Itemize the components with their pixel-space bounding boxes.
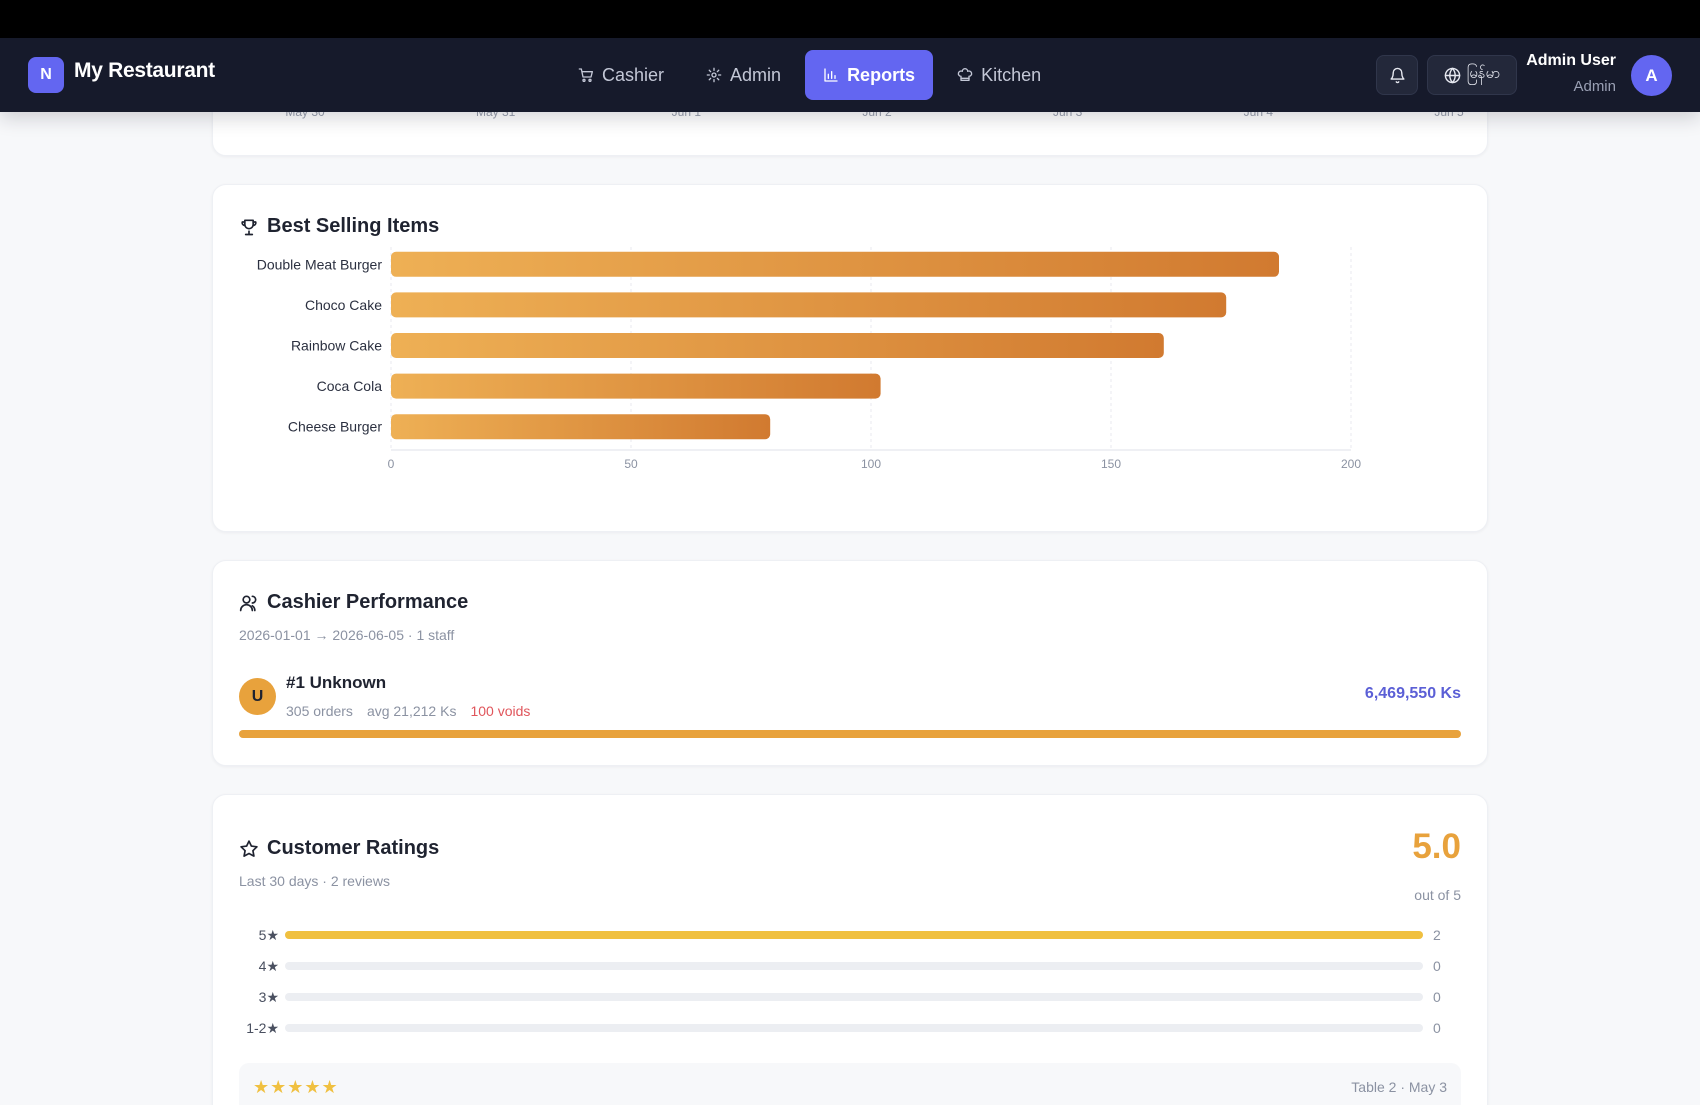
cashier-amount: 6,469,550 Ks [1364, 685, 1461, 702]
nav-kitchen[interactable]: Kitchen [939, 50, 1059, 100]
brand-name[interactable]: My Restaurant [74, 59, 215, 82]
review-meta: Table 2 · May 3 [1351, 1079, 1447, 1095]
x-tick-label: 100 [861, 457, 881, 471]
cashier-name: #1 Unknown [286, 673, 387, 692]
best-selling-chart: 0 50 100 150 200 Double Meat Burger Choco Cake… [257, 247, 1361, 471]
user-role: Admin [1573, 78, 1616, 95]
rating-row: 5★ 2 [239, 925, 1461, 945]
cashier-average: avg 21,212 Ks [366, 703, 457, 719]
nav-reports-label: Reports [847, 64, 916, 85]
cashier-voids: 100 voids [470, 703, 531, 719]
x-tick-label: 50 [624, 457, 638, 471]
gear-icon [706, 67, 722, 83]
ratings-title: Customer Ratings [267, 837, 440, 859]
trophy-icon [241, 219, 257, 235]
rating-label: 5★ [258, 926, 279, 943]
rating-row: 1-2★ 0 [239, 1018, 1461, 1038]
language-switch-button[interactable]: မြန်မာ [1427, 55, 1517, 95]
category-label: Coca Cola [317, 378, 383, 394]
review-item[interactable]: ★★★★★ Table 2 · May 3 [239, 1063, 1461, 1105]
ratings-header: Customer Ratings [239, 837, 439, 860]
rating-count: 2 [1433, 927, 1441, 943]
ratings-score: 5.0 [1412, 827, 1461, 866]
rating-bar-fill [285, 931, 1423, 939]
cashier-avatar: U [239, 678, 276, 715]
x-tick-label: 0 [388, 457, 395, 471]
rating-row: 3★ 0 [239, 987, 1461, 1007]
category-label: Cheese Burger [288, 419, 383, 435]
bell-icon [1389, 67, 1405, 83]
best-selling-title: Best Selling Items [267, 215, 440, 237]
ratings-subtitle: Last 30 days · 2 reviews [239, 873, 390, 889]
rating-count: 0 [1433, 1020, 1441, 1036]
brand-logo[interactable]: N [28, 57, 64, 93]
rating-bar [285, 962, 1423, 970]
nav-admin[interactable]: Admin [688, 50, 799, 100]
cashier-share-fill [239, 730, 1461, 738]
nav-cashier-label: Cashier [602, 64, 665, 85]
bar[interactable] [391, 292, 1227, 318]
best-selling-header: Best Selling Items [239, 215, 439, 238]
notifications-button[interactable] [1376, 55, 1418, 95]
cashier-title: Cashier Performance [267, 591, 469, 613]
nav-admin-label: Admin [730, 64, 782, 85]
best-selling-card: Best Selling Items 0 50 100 150 200 Double Me… [212, 184, 1488, 532]
nav-reports[interactable]: Reports [805, 50, 934, 100]
category-label: Double Meat Burger [257, 256, 383, 272]
cashier-subtitle: 2026-01-01 → 2026-06-05 · 1 staff [239, 627, 455, 643]
rating-label: 3★ [258, 988, 279, 1005]
main-nav: Cashier Admin Reports Kitchen [560, 50, 1059, 100]
star-icon [240, 839, 258, 857]
x-tick-label: 200 [1341, 457, 1361, 471]
category-label: Rainbow Cake [291, 338, 382, 354]
bar[interactable] [391, 333, 1164, 358]
rating-bar [285, 931, 1423, 939]
nav-kitchen-label: Kitchen [981, 64, 1042, 85]
nav-cashier[interactable]: Cashier [560, 50, 682, 100]
globe-icon [1444, 67, 1460, 83]
chef-hat-icon [957, 68, 973, 81]
rating-count: 0 [1433, 958, 1441, 974]
window-top-bar [0, 0, 1700, 38]
cashier-stats: 305 orders avg 21,212 Ks 100 voids [286, 703, 530, 719]
bar[interactable] [391, 251, 1279, 277]
rating-label: 4★ [258, 957, 279, 974]
bar-chart-icon [824, 68, 838, 82]
cashier-share-bar [239, 730, 1461, 738]
rating-bar [285, 993, 1423, 1001]
x-tick-label: 150 [1101, 457, 1121, 471]
users-icon [239, 595, 257, 611]
rating-label: 1-2★ [246, 1019, 279, 1036]
user-avatar[interactable]: A [1631, 55, 1672, 96]
review-stars: ★★★★★ [253, 1077, 339, 1097]
language-label: မြန်မာ [1466, 65, 1501, 82]
cashier-orders: 305 orders [286, 703, 353, 719]
top-navbar: N My Restaurant Cashier Admin Reports Ki… [0, 38, 1700, 112]
user-name: Admin User [1526, 52, 1616, 69]
cashier-performance-card: Cashier Performance 2026-01-01 → 2026-06… [212, 560, 1488, 766]
cart-icon [578, 68, 593, 82]
bar[interactable] [391, 414, 771, 440]
cashier-header: Cashier Performance [239, 591, 468, 614]
rating-count: 0 [1433, 989, 1441, 1005]
category-label: Choco Cake [305, 297, 382, 313]
customer-ratings-card: Customer Ratings Last 30 days · 2 review… [212, 794, 1488, 1105]
ratings-score-sub: out of 5 [1414, 887, 1461, 903]
rating-bar [285, 1024, 1423, 1032]
bar[interactable] [391, 373, 881, 399]
rating-row: 4★ 0 [239, 956, 1461, 976]
